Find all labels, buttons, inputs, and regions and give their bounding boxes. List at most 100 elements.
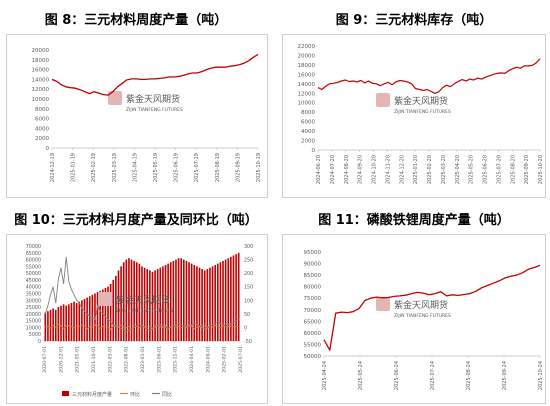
y-tick-label: 15000 <box>26 319 41 325</box>
chart-fig8: 0200040006000800010000120001400016000180… <box>0 0 272 200</box>
y-tick-label: 50000 <box>304 354 322 360</box>
y2-tick-label: 300 <box>244 244 253 250</box>
x-tick-label: 2025-08-19 <box>215 153 221 182</box>
bar-production <box>152 272 154 341</box>
x-tick-label: 2024-12-19 <box>50 153 56 182</box>
y-tick-label: 16000 <box>32 68 50 74</box>
x-tick-label: 2025-05-19 <box>153 153 159 182</box>
x-tick-label: 2025-07-19 <box>194 153 200 182</box>
bar-production <box>84 299 86 341</box>
x-tick-label: 2025-05-24 <box>358 361 364 390</box>
y-tick-label: 14000 <box>298 82 316 88</box>
bar-production <box>71 303 73 341</box>
x-tick-label: 2025-09-24 <box>502 361 508 390</box>
x-tick-label: 2020-12-01 <box>58 346 64 373</box>
y2-tick-label: -50 <box>244 339 252 345</box>
y-tick-label: 90000 <box>304 262 322 268</box>
x-tick-label: 2021-05-01 <box>75 346 81 373</box>
y2-tick-label: 250 <box>244 258 253 264</box>
x-tick-label: 2024-11-20 <box>385 155 391 184</box>
x-tick-label: 2025-09-19 <box>235 153 241 182</box>
x-tick-label: 2025-02-20 <box>427 155 433 184</box>
y-tick-label: 0 <box>38 339 41 345</box>
x-tick-label: 2025-02-19 <box>91 153 97 182</box>
x-tick-label: 2025-08-20 <box>510 155 516 184</box>
x-tick-label: 2025-04-24 <box>322 361 328 390</box>
chart-panel-fig8: 图 8：三元材料周度产量（吨） 0 2000 4000 6000 8000 10000 12… <box>0 0 272 200</box>
legend-swatch <box>62 391 69 396</box>
x-tick-label: 2025-01-20 <box>413 155 419 184</box>
y-tick-label: 95000 <box>304 250 322 256</box>
y-tick-label: 0 <box>312 148 316 154</box>
bar-production <box>73 302 75 341</box>
x-tick-label: 2021-10-01 <box>91 346 97 373</box>
bar-production <box>220 262 222 341</box>
y-tick-label: 35000 <box>26 292 41 298</box>
y-tick-label: 40000 <box>26 285 41 291</box>
x-tick-label: 2025-06-19 <box>174 153 180 182</box>
y-tick-label: 12000 <box>298 91 316 97</box>
y2-tick-label: 50 <box>244 312 250 318</box>
watermark-name: 紫金天风期货 <box>126 93 180 105</box>
watermark-logo: 紫金天风期货 ZIJIN TIANFENG FUTURES <box>108 91 183 113</box>
bar-production <box>89 296 91 341</box>
bar-production <box>52 308 54 341</box>
bar-production <box>230 257 232 341</box>
y-tick-label: 55000 <box>26 264 41 270</box>
y-tick-label: 55000 <box>304 342 322 348</box>
chart-fig10: 0500010000150002000025000300003500040000… <box>0 206 272 406</box>
x-tick-label: 2024-04-01 <box>189 346 195 373</box>
x-tick-label: 2025-10-20 <box>538 155 544 184</box>
bar-production <box>180 258 182 341</box>
y-tick-label: 2000 <box>301 139 315 145</box>
watermark-sub: ZIJIN TIANFENG FUTURES <box>126 107 183 113</box>
x-tick-label: 2023-11-01 <box>173 346 179 373</box>
watermark-icon <box>98 292 112 306</box>
watermark-name: 紫金天风期货 <box>394 299 448 311</box>
x-tick-label: 2024-09-20 <box>358 155 364 184</box>
chart-panel-fig10: 图 10：三元材料月度产量及同环比（吨） 0 5000 10000 15000 2000… <box>0 206 272 406</box>
y-tick-label: 16000 <box>298 72 316 78</box>
x-tick-label: 2025-03-20 <box>441 155 447 184</box>
x-tick-label: 2025-04-20 <box>455 155 461 184</box>
bar-production <box>186 261 188 341</box>
series-line <box>318 59 540 94</box>
y-tick-label: 10000 <box>32 97 50 103</box>
bar-production <box>212 266 214 341</box>
y-tick-label: 10000 <box>298 101 316 107</box>
bar-production <box>58 307 60 341</box>
x-tick-label: 2024-12-20 <box>399 155 405 184</box>
bar-production <box>65 306 67 341</box>
bar-production <box>201 269 203 341</box>
bar-production <box>50 310 52 341</box>
watermark-sub: ZIJIN TIANFENG FUTURES <box>394 109 451 115</box>
y-tick-label: 60000 <box>304 331 322 337</box>
chart-fig9: 0200040006000800010000120001400016000180… <box>278 0 550 200</box>
y-tick-label: 8000 <box>301 110 315 116</box>
bar-production <box>225 260 227 341</box>
chart-panel-fig9: 图 9：三元材料库存（吨） 0 2000 4000 6000 8000 10000 1200… <box>278 0 550 200</box>
y-tick-label: 20000 <box>32 48 50 54</box>
y-tick-label: 30000 <box>26 298 41 304</box>
y-tick-label: 25000 <box>26 305 41 311</box>
x-tick-label: 2024-08-20 <box>344 155 350 184</box>
bar-production <box>45 313 47 342</box>
x-tick-label: 2025-07-01 <box>238 346 244 373</box>
y2-tick-label: 100 <box>244 298 253 304</box>
bar-production <box>86 298 88 341</box>
watermark-logo: 紫金天风期货 ZIJIN TIANFENG FUTURES <box>98 292 173 314</box>
x-tick-label: 2020-07-01 <box>42 346 48 373</box>
watermark-icon <box>376 93 390 107</box>
x-tick-label: 2025-02-01 <box>222 346 228 373</box>
y-tick-label: 14000 <box>32 77 50 83</box>
x-tick-label: 2025-10-24 <box>538 361 544 390</box>
y2-tick-label: 150 <box>244 285 253 291</box>
x-tick-label: 2024-07-20 <box>330 155 336 184</box>
x-tick-label: 2025-06-24 <box>394 361 400 390</box>
watermark-name: 紫金天风期货 <box>394 95 448 107</box>
y-tick-label: 10000 <box>26 325 41 331</box>
y-tick-label: 65000 <box>26 251 41 257</box>
y-tick-label: 4000 <box>35 126 49 132</box>
y-tick-label: 22000 <box>298 44 316 50</box>
bar-production <box>173 261 175 341</box>
